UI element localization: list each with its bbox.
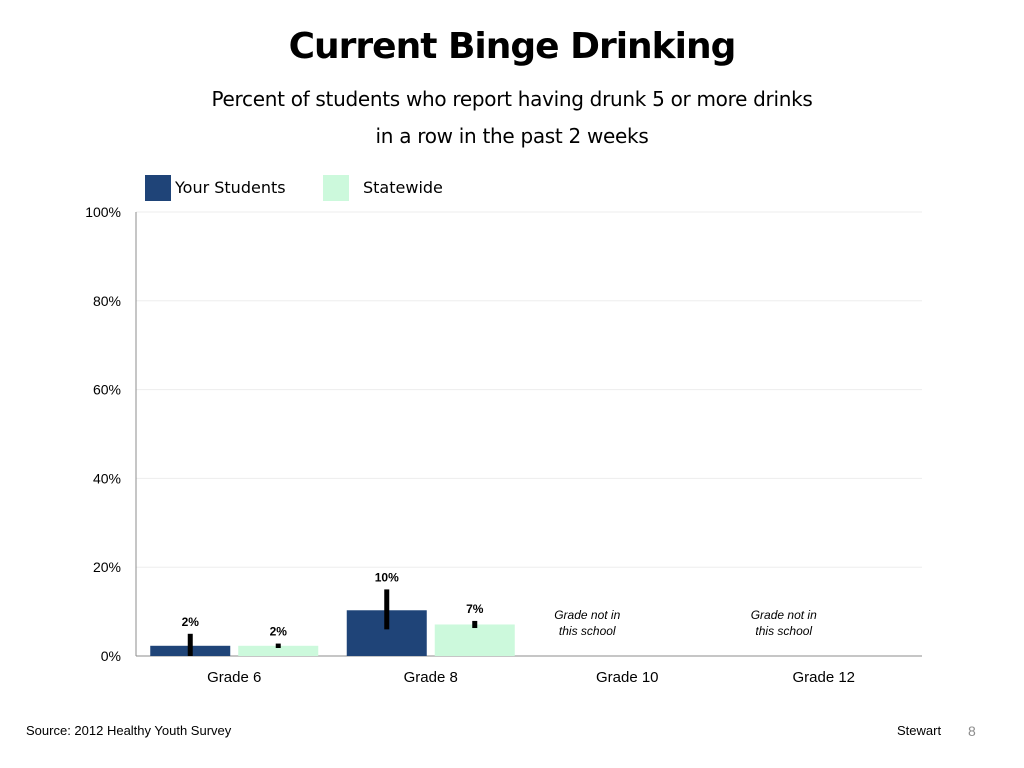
author-name: Stewart [897, 723, 942, 738]
bar [434, 624, 515, 656]
source-note: Source: 2012 Healthy Youth Survey [26, 723, 232, 738]
y-tick-label: 40% [93, 470, 121, 486]
data-label: 2% [182, 615, 200, 629]
y-tick-label: 100% [85, 204, 121, 220]
x-tick-label: Grade 6 [207, 669, 261, 686]
y-tick-label: 80% [93, 293, 121, 309]
chart-subtitle-line2: in a row in the past 2 weeks [375, 124, 649, 148]
error-bar [472, 620, 478, 629]
chart-subtitle-line1: Percent of students who report having dr… [211, 87, 813, 111]
page-number: 8 [968, 723, 976, 739]
data-label: 2% [270, 625, 288, 639]
chart-title: Current Binge Drinking [288, 26, 737, 67]
error-bar [187, 633, 193, 656]
annotation-line: this school [559, 624, 616, 638]
legend-swatch-statewide [323, 175, 349, 201]
x-tick-label: Grade 10 [596, 669, 659, 686]
annotation-line: Grade not in [751, 608, 817, 622]
y-tick-label: 20% [93, 559, 121, 575]
x-tick-label: Grade 12 [792, 669, 855, 686]
y-tick-label: 0% [101, 648, 121, 664]
error-bar [275, 643, 281, 649]
y-tick-label: 60% [93, 382, 121, 398]
annotation-line: Grade not in [554, 608, 620, 622]
legend-swatch-your-students [145, 175, 171, 201]
legend-label-statewide: Statewide [363, 178, 443, 197]
annotation-line: this school [755, 624, 812, 638]
error-bar [384, 589, 390, 630]
x-tick-label: Grade 8 [404, 669, 458, 686]
legend-label-your-students: Your Students [175, 178, 286, 197]
data-label: 7% [466, 602, 484, 616]
bar [238, 645, 319, 656]
data-label: 10% [375, 570, 399, 584]
